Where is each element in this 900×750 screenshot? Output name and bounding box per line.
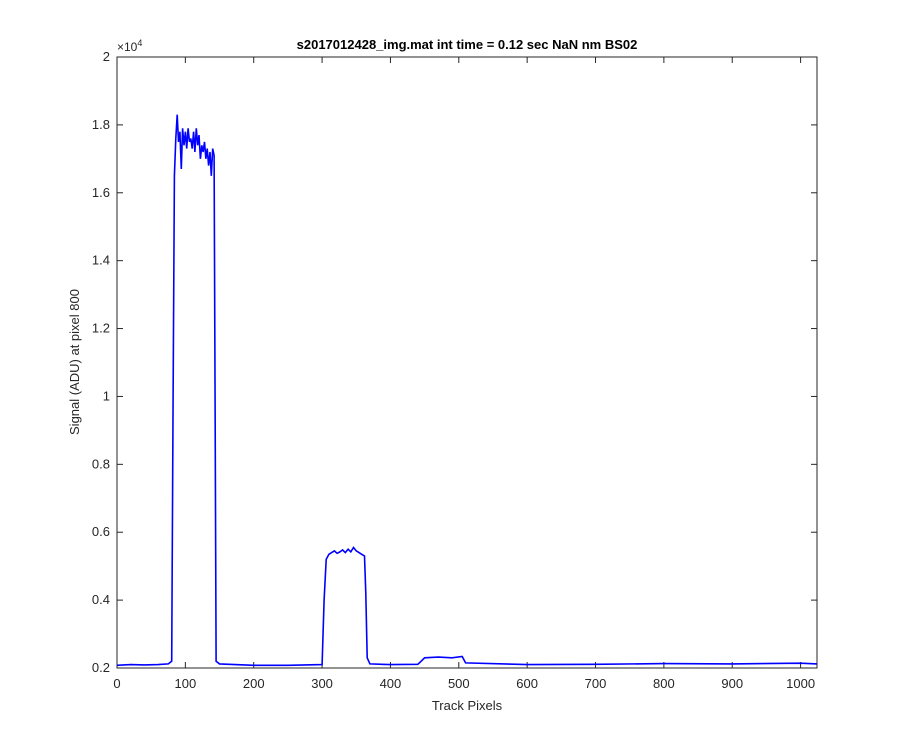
plot-area [116, 56, 818, 669]
x-axis-label: Track Pixels [432, 698, 503, 713]
y-tick-label: 1.2 [92, 321, 110, 336]
chart-title: s2017012428_img.mat int time = 0.12 sec … [297, 37, 638, 52]
x-tick-label: 500 [448, 676, 470, 691]
y-tick-label: 0.8 [92, 456, 110, 471]
y-tick-label: 1 [103, 388, 110, 403]
x-tick-label: 300 [311, 676, 333, 691]
x-tick-label: 600 [516, 676, 538, 691]
y-tick-label: 0.4 [92, 592, 110, 607]
y-tick-label: 1.4 [92, 253, 110, 268]
y-axis-label: Signal (ADU) at pixel 800 [67, 289, 82, 435]
y-tick-label: 1.8 [92, 117, 110, 132]
x-tick-label: 1000 [786, 676, 815, 691]
y-tick-label: 2 [103, 49, 110, 64]
x-tick-label: 400 [380, 676, 402, 691]
x-tick-label: 800 [653, 676, 675, 691]
y-tick-label: 1.6 [92, 185, 110, 200]
x-tick-label: 900 [721, 676, 743, 691]
y-axis-ticks: 0.2 0.4 0.6 0.8 1 1.2 1.4 1.6 1.8 2 [92, 49, 817, 675]
x-tick-label: 0 [113, 676, 120, 691]
y-axis-exponent: ×104 [117, 38, 142, 54]
x-tick-label: 700 [585, 676, 607, 691]
x-axis-ticks: 0 100 200 300 400 500 600 700 800 900 1000 [113, 57, 815, 691]
signal-series-line [116, 114, 818, 667]
y-tick-label: 0.2 [92, 660, 110, 675]
x-tick-label: 200 [243, 676, 265, 691]
x-tick-label: 100 [175, 676, 197, 691]
y-tick-label: 0.6 [92, 524, 110, 539]
